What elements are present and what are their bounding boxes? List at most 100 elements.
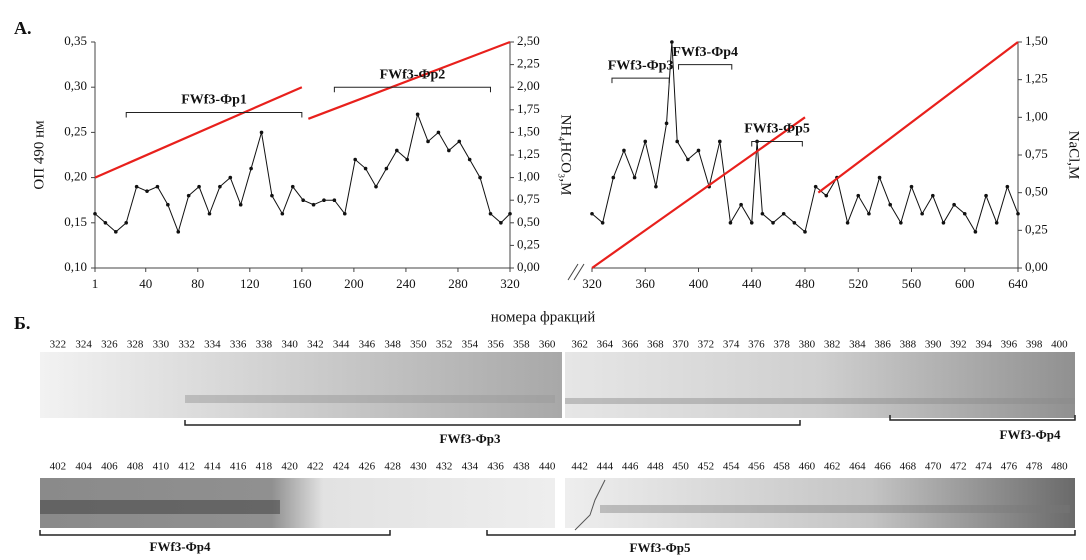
data-point [654, 184, 658, 189]
data-point [941, 221, 946, 225]
data-point [322, 198, 326, 202]
data-point [207, 211, 212, 216]
fraction-label: FWf3-Фр4 [150, 539, 211, 554]
lane-label: 478 [1026, 461, 1043, 473]
lane-label: 392 [950, 339, 967, 351]
x-tick-label: 560 [902, 276, 922, 291]
lane-label: 464 [849, 461, 866, 473]
x-tick-label: 240 [396, 276, 416, 291]
data-point [228, 175, 233, 180]
y-tick-label: 0,25 [64, 123, 87, 138]
lane-label: 354 [462, 339, 479, 351]
lane-label: 444 [597, 461, 614, 473]
x-tick-label: 40 [139, 276, 152, 291]
data-point [803, 230, 807, 234]
y2-tick-label: 0,50 [517, 214, 540, 229]
y2-tick-label: 1,50 [517, 123, 540, 138]
lane-label: 380 [799, 339, 816, 351]
y2-tick-label: 1,25 [517, 146, 540, 161]
x-tick-label: 160 [292, 276, 312, 291]
lane-label: 338 [256, 339, 273, 351]
lane-label: 466 [874, 461, 891, 473]
lane-label: 378 [773, 339, 790, 351]
x-tick-label: 120 [240, 276, 260, 291]
data-point [114, 230, 118, 234]
annotation-bracket [333, 86, 491, 93]
data-point [920, 211, 924, 216]
lane-label: 406 [101, 461, 118, 473]
y-tick-label: 0,10 [64, 259, 87, 274]
lane-label: 400 [1051, 339, 1068, 351]
data-point [781, 211, 786, 216]
data-point [643, 139, 648, 144]
lane-label: 470 [925, 461, 942, 473]
data-point [457, 139, 462, 144]
data-point [856, 193, 861, 198]
data-point [877, 175, 882, 180]
lane-label: 462 [824, 461, 841, 473]
annotation-label: FWf3-Фр4 [672, 45, 738, 60]
y2-tick-label: 1,75 [517, 101, 540, 116]
data-point [824, 193, 829, 198]
lane-label: 364 [597, 339, 614, 351]
data-point [155, 184, 160, 189]
x-tick-label: 360 [636, 276, 656, 291]
lane-label: 468 [900, 461, 917, 473]
lane-label: 430 [410, 461, 427, 473]
data-point [718, 139, 722, 144]
x-tick-label: 440 [742, 276, 762, 291]
data-point [270, 193, 274, 198]
lane-label: 460 [799, 461, 816, 473]
data-point [353, 157, 357, 162]
lane-label: 368 [647, 339, 664, 351]
data-point [813, 184, 818, 189]
y2-axis-label: NH₄HCO₃,M [558, 115, 574, 196]
lane-label: 332 [178, 339, 195, 351]
lane-label: 454 [723, 461, 740, 473]
y-tick-label: 0,30 [64, 78, 87, 93]
y2-tick-label: 0,75 [517, 191, 540, 206]
data-point [374, 184, 378, 189]
annotation-bracket [611, 77, 670, 84]
data-point [145, 189, 149, 193]
lane-label: 386 [874, 339, 891, 351]
data-point [124, 221, 129, 225]
x-tick-label: 1 [92, 276, 99, 291]
data-point [888, 202, 892, 207]
x-tick-label: 480 [795, 276, 815, 291]
annotation-label: FWf3-Фр1 [181, 93, 247, 108]
lane-label: 324 [75, 339, 92, 351]
data-point [1005, 184, 1010, 189]
data-point [280, 211, 285, 216]
data-point [994, 221, 999, 225]
lane-label: 360 [539, 339, 556, 351]
lane-label: 336 [230, 339, 247, 351]
y-axis-label: ОП 490 нм [31, 120, 47, 190]
fraction-label: FWf3-Фр4 [1000, 427, 1061, 442]
y2-tick-label: 2,00 [517, 78, 540, 93]
data-point [686, 157, 690, 162]
lane-label: 414 [204, 461, 221, 473]
y2-tick-label: 2,50 [517, 33, 540, 48]
y2-tick-label: 0,00 [1025, 259, 1048, 274]
data-point [426, 139, 430, 144]
data-point [186, 193, 191, 198]
data-point [962, 211, 967, 216]
data-point [415, 112, 420, 117]
lane-label: 416 [230, 461, 247, 473]
y2-tick-label: 0,25 [517, 236, 540, 251]
lane-label: 472 [950, 461, 967, 473]
data-point [508, 211, 512, 216]
data-point [664, 121, 669, 126]
lane-label: 450 [672, 461, 689, 473]
annotation-bracket [678, 64, 733, 70]
y-tick-label: 0,35 [64, 33, 87, 48]
data-point [670, 40, 674, 44]
y2-tick-label: 2,25 [517, 56, 540, 71]
fraction-bracket [39, 530, 391, 536]
data-point [611, 175, 616, 180]
data-point [632, 175, 637, 180]
lane-label: 424 [333, 461, 350, 473]
fraction-bracket [486, 530, 1076, 536]
lane-label: 436 [487, 461, 504, 473]
